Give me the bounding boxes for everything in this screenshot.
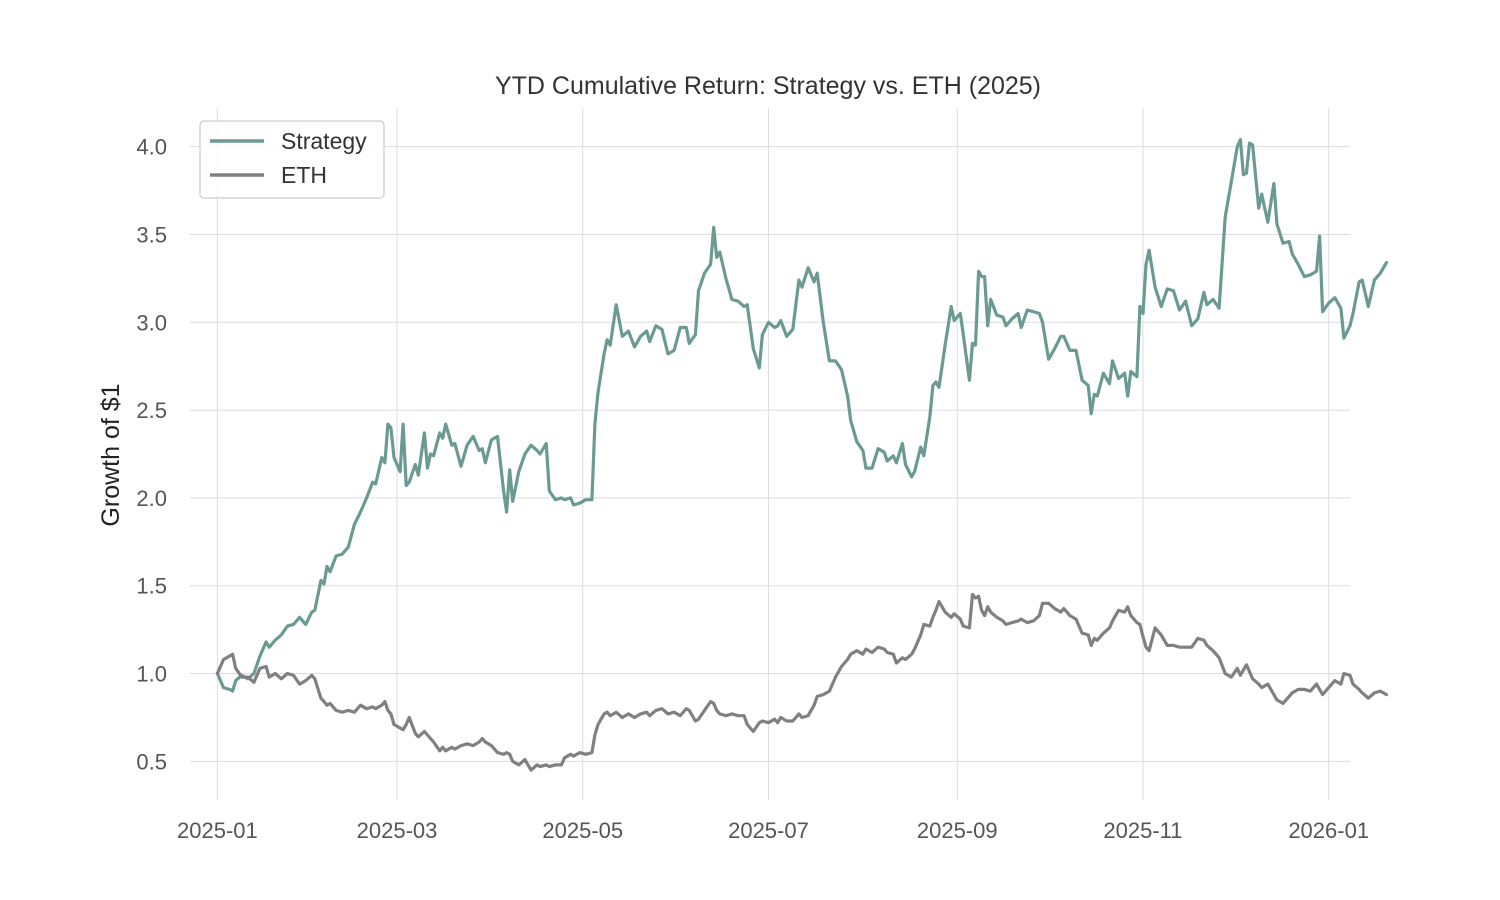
x-tick-label-6: 2026-01: [1288, 818, 1369, 843]
y-axis-ticks: 0.5 1.0 1.5 2.0 2.5 3.0 3.5 4.0: [136, 135, 167, 775]
y-tick-label-6: 3.5: [136, 222, 167, 247]
x-tick-label-4: 2025-09: [917, 818, 998, 843]
x-tick-label-3: 2025-07: [728, 818, 809, 843]
x-tick-label-5: 2025-11: [1103, 818, 1182, 843]
y-tick-label-0: 0.5: [136, 749, 167, 774]
series-line-strategy: [215, 138, 1389, 693]
y-tick-label-2: 1.5: [136, 574, 167, 599]
y-tick-label-7: 4.0: [136, 135, 167, 160]
series-lines: [215, 138, 1389, 772]
legend: Strategy ETH: [199, 120, 385, 199]
y-axis-label: Growth of $1: [97, 383, 125, 526]
x-tick-label-2: 2025-05: [542, 818, 623, 843]
legend-label-strategy: Strategy: [281, 128, 367, 154]
x-tick-label-0: 2025-01: [177, 818, 258, 843]
y-tick-label-5: 3.0: [136, 310, 167, 335]
x-axis-ticks: 2025-01 2025-03 2025-05 2025-07 2025-09 2025-…: [177, 818, 1369, 843]
y-tick-label-1: 1.0: [136, 662, 167, 687]
chart-title: YTD Cumulative Return: Strategy vs. ETH …: [495, 72, 1041, 100]
legend-label-eth: ETH: [281, 162, 327, 188]
grid: [190, 108, 1350, 800]
x-tick-label-1: 2025-03: [357, 818, 438, 843]
y-tick-label-3: 2.0: [136, 486, 167, 511]
series-line-eth: [215, 592, 1389, 772]
y-tick-label-4: 2.5: [136, 398, 167, 423]
